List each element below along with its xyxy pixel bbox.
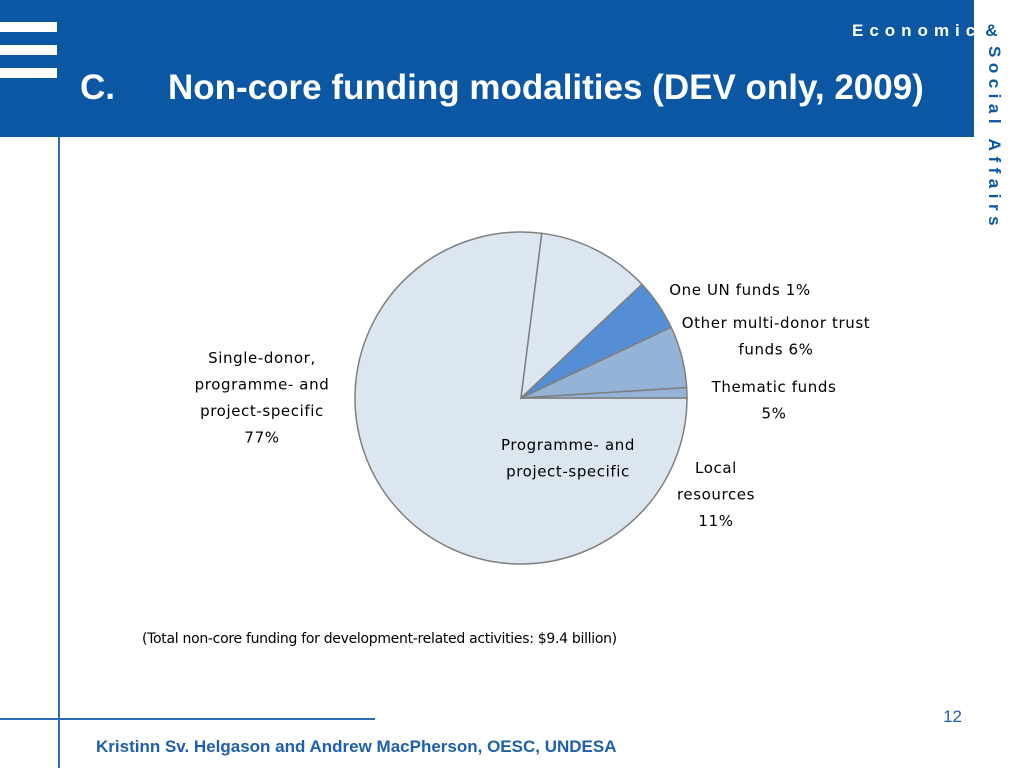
header-band (0, 0, 1024, 137)
horizontal-rule (0, 718, 375, 720)
menu-icon-bar-3 (0, 68, 57, 78)
org-panel (974, 0, 1024, 240)
page-number: 12 (943, 707, 962, 726)
org-logo-word: Economic (852, 21, 982, 40)
slice-label-4-line-2: project-specific (200, 402, 324, 420)
title-text: Non-core funding modalities (DEV only, 2… (168, 68, 924, 107)
org-logo-vertical: Social Affairs (985, 46, 1004, 232)
slice-label-1-line-0: Other multi-donor trust (682, 314, 870, 332)
slice-label-4-line-1: programme- and (195, 376, 330, 394)
slice-label-2-line-1: 5% (762, 405, 787, 423)
title-letter: C. (80, 68, 115, 107)
slice-label-4-line-3: 77% (244, 429, 279, 447)
slice-label-3-line-1: resources (677, 486, 755, 504)
slide-title: C. Non-core funding modalities (DEV only,… (80, 63, 924, 113)
slice-label-1-line-1: funds 6% (739, 341, 814, 359)
slice-label-0-line-0: One UN funds 1% (669, 281, 810, 299)
org-logo-text: Economic & (852, 20, 1004, 42)
slice-label-3-line-0: Local (695, 459, 737, 477)
slice-label-2-line-0: Thematic funds (711, 378, 837, 396)
pie-slices (354, 231, 688, 565)
pie-labels: One UN funds 1% Other multi-donor trust fu… (195, 281, 870, 530)
group-label-line-0: Programme- and (501, 436, 635, 454)
pie-slice-3 (519, 232, 644, 400)
menu-icon-bar-1 (0, 22, 57, 32)
org-logo-amp: & (985, 21, 1004, 40)
slice-label-3-line-2: 11% (698, 512, 733, 530)
slice-label-4-line-0: Single-donor, (208, 349, 316, 367)
vertical-rule (58, 137, 60, 768)
menu-icon-bar-2 (0, 45, 57, 55)
footer-authors: Kristinn Sv. Helgason and Andrew MacPher… (96, 737, 617, 756)
group-label-line-1: project-specific (506, 463, 630, 481)
pie-slice-0 (520, 386, 688, 399)
pie-slice-4 (354, 231, 688, 565)
total-note: (Total non-core funding for development-… (142, 631, 617, 647)
